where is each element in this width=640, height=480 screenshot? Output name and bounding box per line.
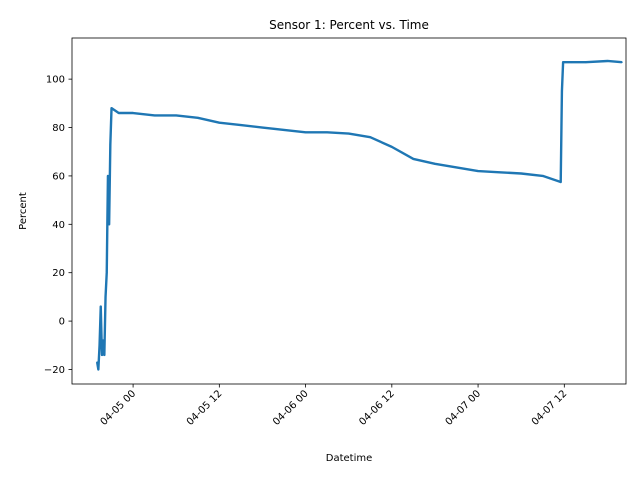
x-tick-label: 04-05 12 (185, 388, 225, 428)
data-point (326, 131, 329, 134)
axes-frame (71, 37, 627, 385)
data-point (559, 181, 562, 183)
data-point (196, 116, 199, 119)
y-tick-label: 100 (46, 75, 65, 86)
data-point (477, 170, 479, 172)
x-tick-label: 04-06 00 (271, 388, 311, 428)
y-axis-label: Percent (18, 192, 29, 230)
data-point (102, 339, 105, 342)
data-point (498, 171, 501, 174)
y-tick-label: −20 (44, 365, 65, 376)
data-point (261, 126, 264, 129)
y-tick-label: 60 (52, 171, 65, 182)
y-tick-label: 40 (52, 220, 65, 231)
data-point (283, 129, 285, 131)
x-tick-label: 04-07 00 (444, 388, 484, 428)
data-point (117, 112, 120, 114)
data-point (103, 354, 106, 356)
data-point (620, 61, 623, 64)
data-point (561, 90, 563, 93)
data-point (369, 136, 372, 139)
data-point (104, 296, 107, 298)
data-point (570, 61, 573, 64)
data-point (455, 166, 458, 169)
y-axis: −20 0 20 40 60 80 100 (44, 75, 72, 376)
series-line (95, 59, 622, 371)
data-point (101, 354, 103, 356)
data-point (99, 305, 102, 308)
data-point (132, 112, 134, 114)
data-point (304, 131, 307, 134)
data-point (562, 61, 565, 64)
data-point (541, 175, 544, 177)
x-tick-label: 04-07 12 (530, 388, 570, 428)
data-point (347, 132, 350, 135)
data-point (105, 271, 108, 274)
data-point (107, 175, 109, 177)
y-tick-label: 80 (52, 123, 65, 134)
data-point (240, 124, 242, 126)
data-point (110, 107, 113, 110)
y-tick-label: 20 (52, 268, 65, 279)
chart-title: Sensor 1: Percent vs. Time (269, 18, 429, 32)
data-point (584, 61, 587, 64)
data-point (97, 368, 100, 371)
data-point (108, 223, 111, 226)
y-tick-label: 0 (59, 317, 65, 328)
data-point (434, 162, 436, 165)
data-point (98, 344, 101, 347)
data-point (606, 60, 609, 62)
data-point (109, 143, 112, 146)
x-tick-label: 04-05 00 (99, 388, 139, 428)
x-axis: 04-05 00 04-05 12 04-06 00 04-06 12 04-07 00… (99, 384, 570, 428)
data-point (96, 361, 99, 364)
data-point (520, 172, 523, 175)
data-point (412, 158, 415, 160)
data-point (153, 114, 156, 117)
data-point (175, 114, 178, 117)
x-tick-label: 04-06 12 (357, 388, 397, 428)
plot-layer (95, 59, 623, 371)
data-point (218, 121, 221, 124)
x-axis-label: Datetime (326, 453, 373, 464)
data-point (390, 145, 393, 148)
